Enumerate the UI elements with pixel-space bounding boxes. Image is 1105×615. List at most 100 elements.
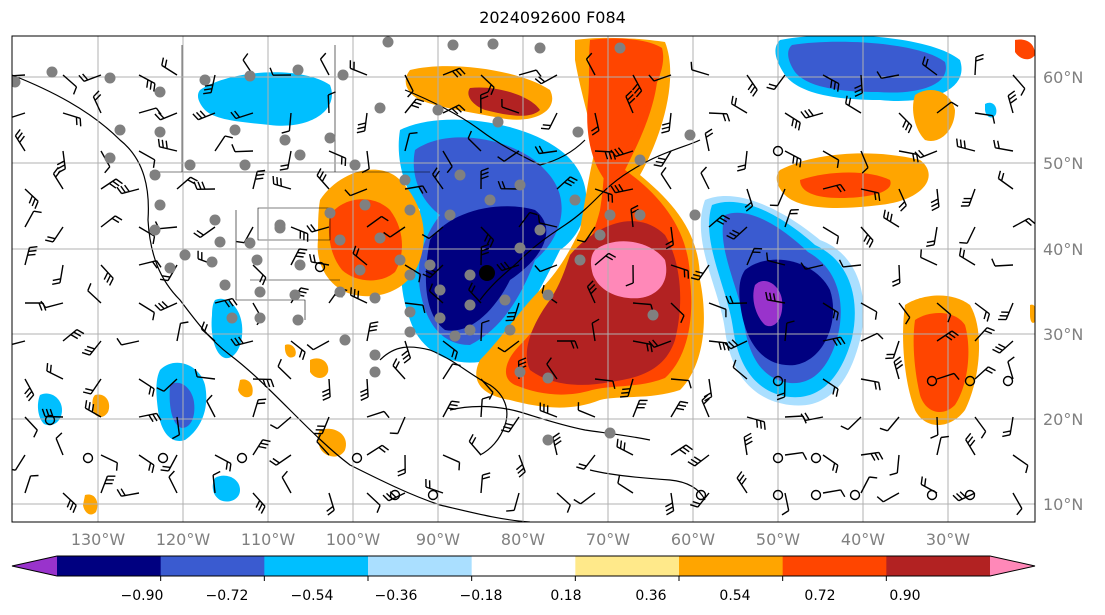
wind-barb <box>885 340 900 360</box>
station-dot <box>504 324 516 336</box>
lon-label: 60°W <box>671 530 715 549</box>
wind-barb <box>860 188 881 201</box>
wind-barb <box>480 396 491 418</box>
wind-barb <box>974 53 984 76</box>
wind-barb <box>892 264 901 287</box>
wind-barb <box>930 416 939 439</box>
wind-barb <box>272 175 292 190</box>
wind-barb <box>480 319 490 342</box>
wind-barb <box>62 74 78 95</box>
colorbar-bin <box>575 556 680 576</box>
wind-barb <box>670 264 690 279</box>
station-dot <box>219 279 231 291</box>
wind-barb <box>620 378 634 398</box>
station-dot <box>324 207 336 219</box>
wind-barb <box>214 135 233 152</box>
wind-barb <box>366 410 390 419</box>
wind-barb <box>991 258 1014 267</box>
wind-barb <box>87 283 102 304</box>
station-dot <box>184 159 196 171</box>
wind-barb <box>552 432 562 456</box>
station-dot <box>634 209 646 221</box>
wind-barb <box>480 74 495 96</box>
station-dot <box>594 229 606 241</box>
wind-barb <box>610 147 634 158</box>
wind-barb <box>497 150 520 162</box>
wind-barb <box>746 247 763 266</box>
wind-barb <box>936 330 959 342</box>
wind-barb <box>192 110 216 121</box>
station-dot <box>404 306 416 318</box>
wind-barb <box>625 90 636 114</box>
wind-barb <box>743 432 753 456</box>
wind-barb <box>540 112 558 130</box>
wind-barb <box>921 56 938 76</box>
wind-barb <box>55 432 64 456</box>
wind-barb <box>557 340 579 349</box>
wind-barb <box>822 150 840 169</box>
wind-barb <box>534 264 558 273</box>
station-dot <box>337 69 349 81</box>
wind-barb <box>876 492 900 503</box>
colorbar-bin <box>160 556 265 576</box>
wind-barb <box>138 150 156 168</box>
wind-barb <box>661 112 672 134</box>
station-dot <box>369 349 381 361</box>
wind-barb <box>800 108 824 119</box>
wind-barb <box>281 112 292 134</box>
wind-barb <box>898 112 913 134</box>
wind-barb <box>737 150 748 172</box>
wind-barb <box>974 416 987 439</box>
wind-barb <box>632 399 648 418</box>
wind-barb <box>81 340 102 356</box>
station-dot <box>239 159 251 171</box>
wind-barb <box>24 210 42 228</box>
wind-barb <box>1012 74 1026 96</box>
station-dot <box>294 259 306 271</box>
wind-barb <box>653 150 672 167</box>
wind-barb <box>701 394 710 418</box>
wind-barb <box>822 302 839 321</box>
lat-label: 50°N <box>1043 154 1083 173</box>
station-dot <box>179 249 191 261</box>
wind-barb <box>497 340 520 353</box>
colorbar-bin <box>679 556 784 576</box>
wind-barb <box>822 454 839 474</box>
wind-barb <box>404 185 428 194</box>
wind-barb <box>838 259 862 268</box>
wind-barb <box>876 71 900 79</box>
lon-label: 50°W <box>756 530 800 549</box>
wind-barb <box>700 166 710 190</box>
wind-barb <box>214 454 232 472</box>
wind-barb <box>860 150 869 174</box>
station-dot <box>684 129 696 141</box>
station-circle <box>810 489 822 501</box>
wind-barb <box>822 226 840 245</box>
wind-barb <box>230 110 254 120</box>
wind-barb <box>62 492 77 513</box>
wind-barb <box>776 378 786 401</box>
station-dot <box>689 209 701 221</box>
station-dot <box>229 124 241 136</box>
colorbar-bin <box>57 556 162 576</box>
wind-barb <box>314 416 330 435</box>
wind-barb <box>116 488 140 497</box>
lat-label: 10°N <box>1043 495 1083 514</box>
wind-barb <box>14 128 26 152</box>
wind-barb <box>670 378 692 389</box>
station-dot <box>149 224 161 236</box>
station-dot <box>487 38 499 50</box>
station-circle <box>926 489 938 501</box>
station-dot <box>104 152 116 164</box>
wind-barb <box>46 363 64 380</box>
wind-barb <box>546 357 558 380</box>
wind-barb <box>12 112 26 118</box>
station-dot <box>209 214 221 226</box>
wind-barb <box>422 264 444 279</box>
station-dot <box>604 427 616 439</box>
station-dot <box>464 324 476 336</box>
wind-barb <box>230 336 254 347</box>
lat-label: 20°N <box>1043 410 1083 429</box>
wind-barb <box>854 74 863 97</box>
station-circle <box>849 489 861 501</box>
